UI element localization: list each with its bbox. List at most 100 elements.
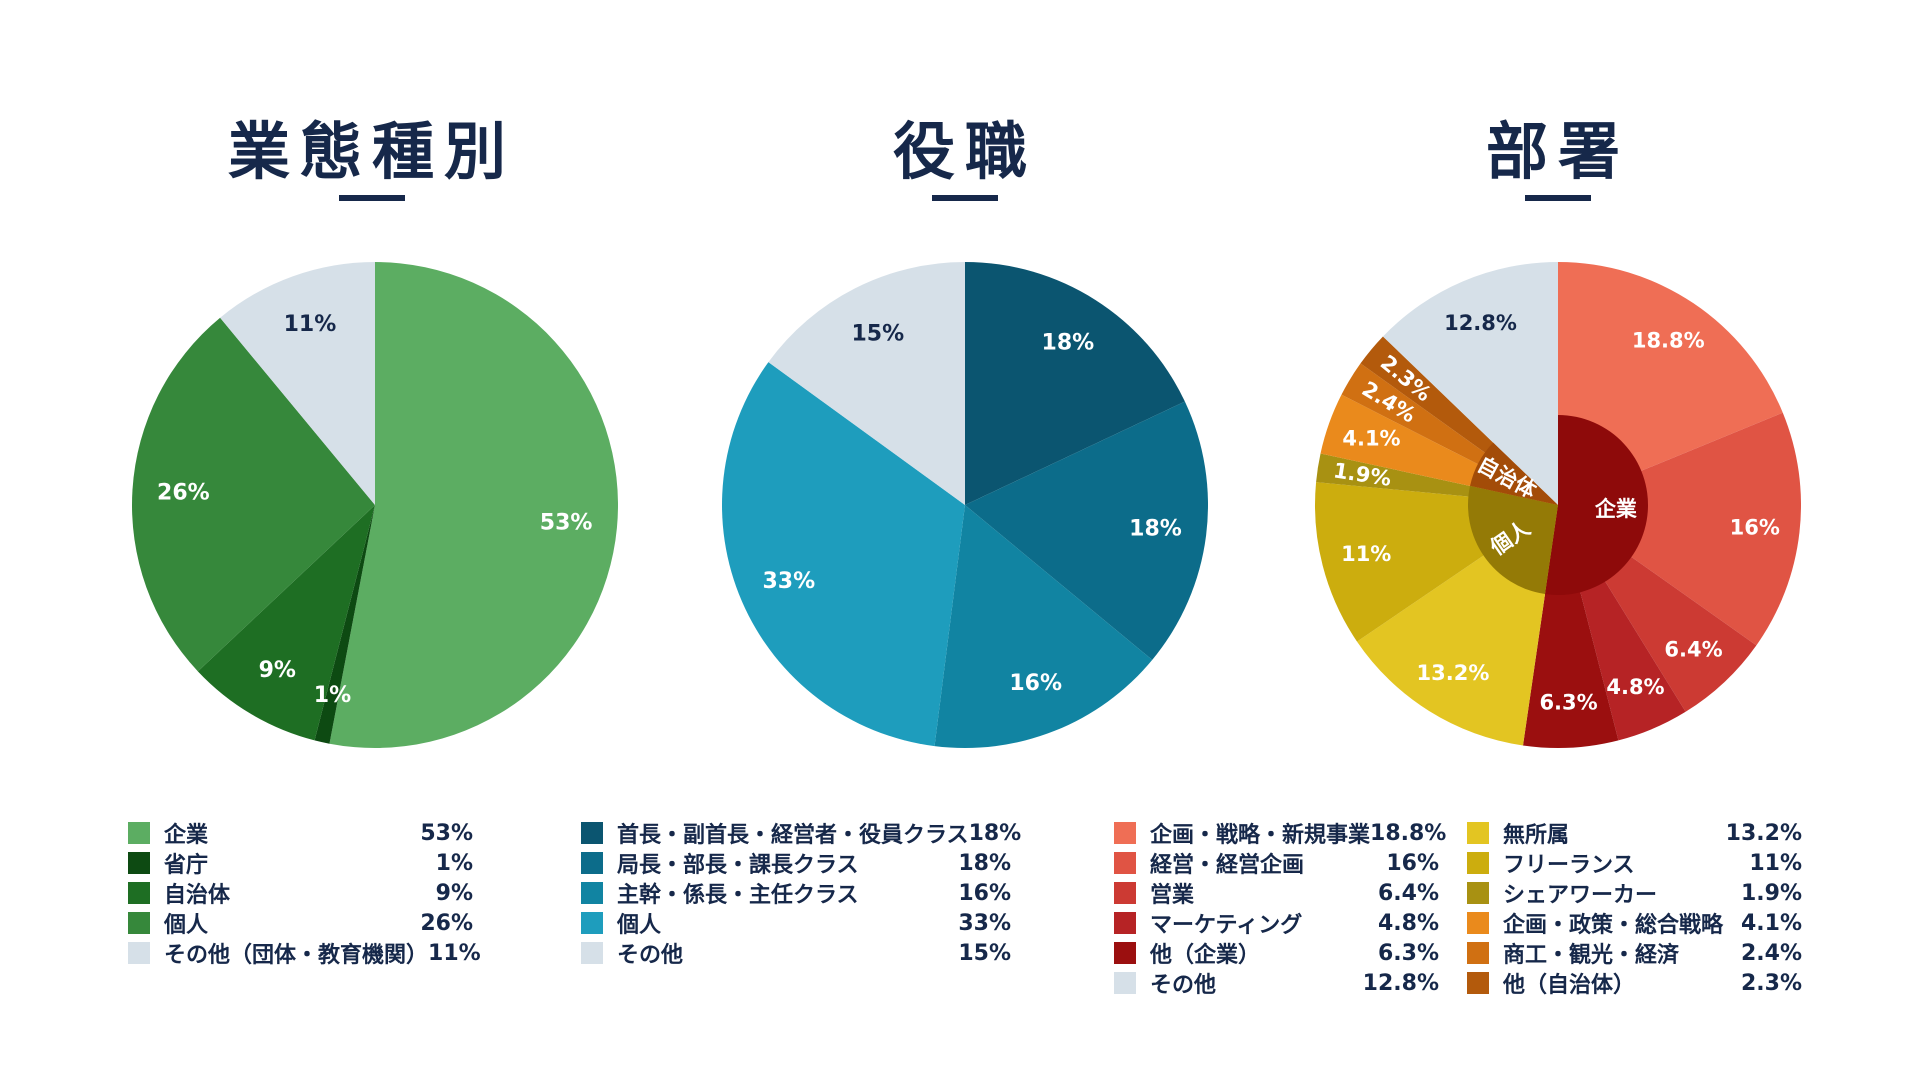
slice-value-label: 16% <box>1009 671 1062 696</box>
slice-value-label: 18% <box>1129 517 1182 542</box>
position-pie-chart: 18% 18% 16% 33% 15% <box>722 262 1208 748</box>
legend-item: 無所属 13.2% <box>1467 818 1802 848</box>
legend-swatch <box>128 822 150 844</box>
chart-title-industry: 業態種別 <box>227 115 516 188</box>
pie-slice <box>722 362 965 747</box>
legend-item: 経営・経営企画 16% <box>1114 848 1439 878</box>
department-pie-chart: 企業個人自治体18.8%16%6.4%4.8%6.3%13.2%11%1.9%4… <box>1315 262 1801 748</box>
legend-item: 省庁 1% <box>128 848 473 878</box>
legend-value: 4.8% <box>1377 910 1439 936</box>
legend-label: 個人 <box>617 913 662 938</box>
legend-value: 2.4% <box>1740 940 1802 966</box>
legend-value: 1% <box>435 850 473 876</box>
slice-value-label: 33% <box>762 569 815 594</box>
legend-value: 18.8% <box>1370 820 1447 846</box>
legend-swatch <box>1467 972 1489 994</box>
slice-value-label: 13.2% <box>1417 661 1490 685</box>
legend-swatch <box>1114 822 1136 844</box>
legend-label: 経営・経営企画 <box>1150 853 1305 878</box>
legend-item: シェアワーカー 1.9% <box>1467 878 1802 908</box>
pie-slice <box>965 262 1185 505</box>
legend-value: 6.4% <box>1377 880 1439 906</box>
legend-value: 16% <box>958 880 1011 906</box>
pie-slice <box>132 317 375 672</box>
legend-swatch <box>128 912 150 934</box>
legend-value: 11% <box>1749 850 1802 876</box>
slice-value-label: 6.4% <box>1664 637 1722 661</box>
legend-swatch <box>1467 822 1489 844</box>
legend-value: 15% <box>958 940 1011 966</box>
legend-item: 個人 33% <box>581 908 1011 938</box>
pie-slice <box>965 401 1208 660</box>
pie-slice <box>1523 505 1619 748</box>
legend-item: その他（団体・教育機関） 11% <box>128 938 481 968</box>
legend-swatch <box>1114 942 1136 964</box>
legend-label: その他 <box>1150 973 1217 998</box>
department-legend-right: 無所属 13.2% フリーランス 11% シェアワーカー 1.9% 企画・政策・総合戦略 4.… <box>1467 818 1802 998</box>
legend-value: 6.3% <box>1377 940 1439 966</box>
pie-slice <box>1558 412 1801 646</box>
slice-value-label: 11% <box>1341 542 1391 566</box>
pie-slice <box>329 262 618 748</box>
legend-swatch <box>1114 852 1136 874</box>
legend-value: 18% <box>968 820 1022 846</box>
slice-value-label: 4.8% <box>1606 675 1664 699</box>
legend-value: 18% <box>958 850 1011 876</box>
legend-item: 他（自治体） 2.3% <box>1467 968 1802 998</box>
legend-swatch <box>128 852 150 874</box>
legend-swatch <box>581 822 603 844</box>
legend-swatch <box>1467 912 1489 934</box>
slice-value-label: 6.3% <box>1539 691 1597 715</box>
pie-slice <box>1382 262 1558 505</box>
legend-label: 営業 <box>1150 883 1195 908</box>
legend-swatch <box>1114 912 1136 934</box>
legend-label: 他（企業） <box>1150 943 1261 968</box>
title-underline <box>932 195 998 201</box>
legend-value: 9% <box>435 880 473 906</box>
legend-item: 営業 6.4% <box>1114 878 1439 908</box>
legend-item: 他（企業） 6.3% <box>1114 938 1439 968</box>
legend-label: 省庁 <box>164 853 209 878</box>
legend-item: その他 12.8% <box>1114 968 1439 998</box>
chart-title-department: 部署 <box>1485 115 1630 188</box>
slice-value-label: 4.1% <box>1342 427 1400 451</box>
legend-value: 53% <box>420 820 473 846</box>
legend-label: 商工・観光・経済 <box>1503 943 1680 968</box>
legend-item: フリーランス 11% <box>1467 848 1802 878</box>
legend-label: 首長・副首長・経営者・役員クラス <box>617 823 969 848</box>
legend-swatch <box>581 912 603 934</box>
legend-item: 局長・部長・課長クラス 18% <box>581 848 1011 878</box>
legend-value: 11% <box>428 940 481 966</box>
legend-swatch <box>1114 882 1136 904</box>
pie-slice <box>934 505 1153 748</box>
title-underline <box>1525 195 1591 201</box>
legend-label: 他（自治体） <box>1503 973 1636 998</box>
legend-value: 12.8% <box>1362 970 1439 996</box>
chart-title-position: 役職 <box>892 115 1037 188</box>
legend-label: マーケティング <box>1150 913 1303 938</box>
industry-pie-chart: 53% 1% 9% 26% 11% <box>132 262 618 748</box>
legend-swatch <box>581 942 603 964</box>
slice-value-label: 9% <box>259 658 296 683</box>
legend-value: 26% <box>420 910 473 936</box>
slice-value-label: 18% <box>1042 330 1095 355</box>
pie-slice <box>197 505 375 741</box>
slice-value-label: 26% <box>157 480 210 505</box>
legend-swatch <box>581 852 603 874</box>
legend-value: 1.9% <box>1740 880 1802 906</box>
legend-swatch <box>1467 882 1489 904</box>
pie-slice <box>314 505 375 744</box>
legend-label: シェアワーカー <box>1503 883 1658 908</box>
legend-item: 主幹・係長・主任クラス 16% <box>581 878 1011 908</box>
pie-slice <box>220 262 375 505</box>
legend-item: 個人 26% <box>128 908 473 938</box>
slice-value-label: 15% <box>851 321 904 346</box>
legend-label: 無所属 <box>1503 823 1570 848</box>
legend-item: マーケティング 4.8% <box>1114 908 1439 938</box>
legend-item: 企業 53% <box>128 818 473 848</box>
legend-item: 企画・戦略・新規事業 18.8% <box>1114 818 1446 848</box>
slice-value-label: 53% <box>540 511 593 536</box>
legend-label: 企画・戦略・新規事業 <box>1150 823 1371 848</box>
legend-label: その他 <box>617 943 684 968</box>
legend-item: 企画・政策・総合戦略 4.1% <box>1467 908 1802 938</box>
